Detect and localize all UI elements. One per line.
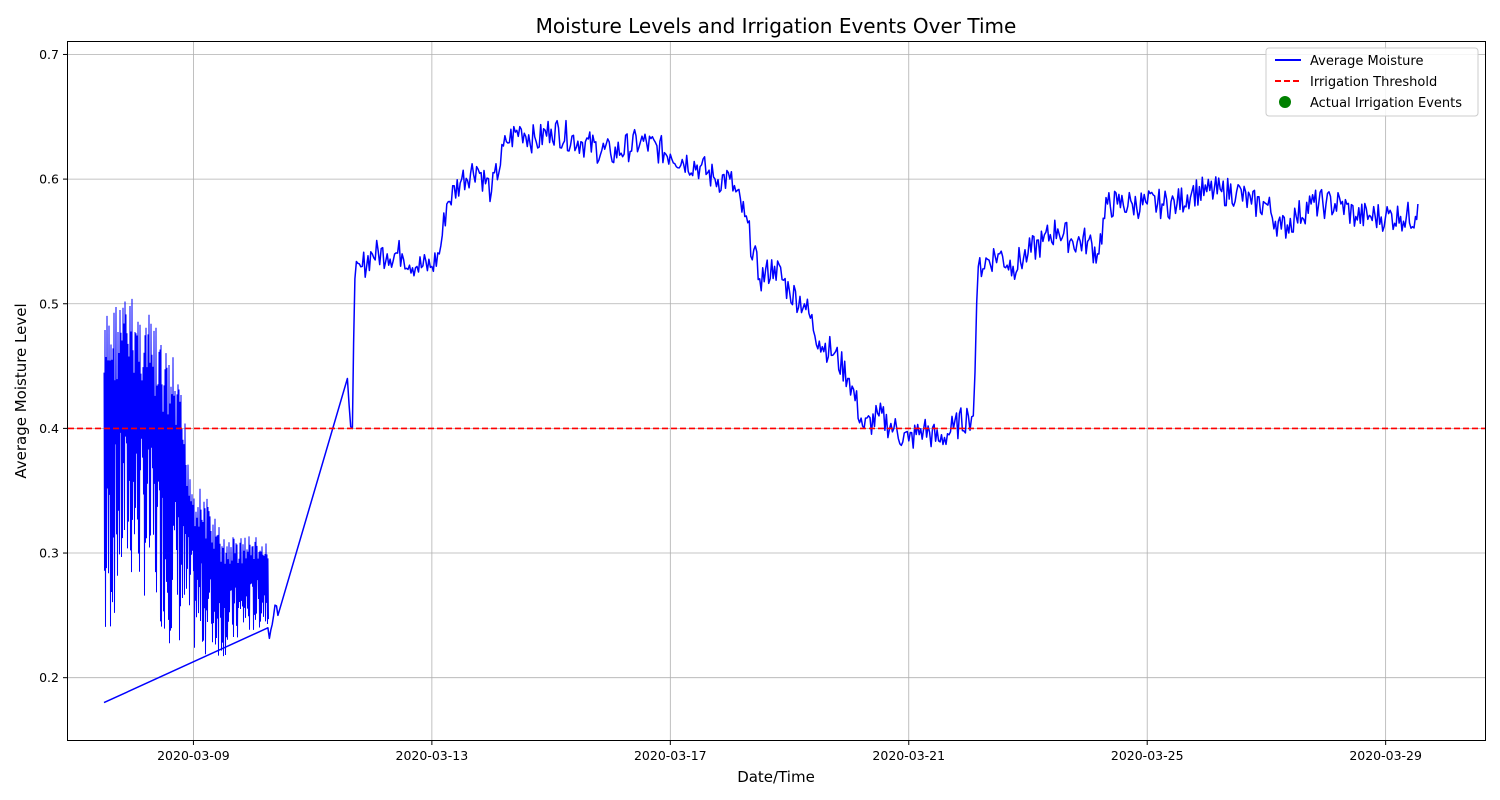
y-tick-label: 0.7 [39,47,59,62]
legend-swatch-events [1279,96,1291,108]
y-tick-label: 0.4 [39,421,59,436]
plot-series [68,119,1485,704]
moisture-oscillation-band [103,298,269,657]
x-tick-label: 2020-03-29 [1349,748,1422,763]
y-tick-label: 0.3 [39,546,59,561]
legend-label-threshold: Irrigation Threshold [1310,75,1437,90]
legend-label-events: Actual Irrigation Events [1310,96,1462,111]
grid-lines [68,42,1485,740]
x-tick-label: 2020-03-13 [396,748,469,763]
x-tick-label: 2020-03-17 [634,748,707,763]
x-tick-label: 2020-03-09 [157,748,230,763]
legend: Average Moisture Irrigation Threshold Ac… [1265,47,1479,117]
legend-label-moisture: Average Moisture [1310,54,1423,69]
x-tick-label: 2020-03-25 [1111,748,1184,763]
chart-title: Moisture Levels and Irrigation Events Ov… [536,14,1017,38]
axis-ticks: 2020-03-09 2020-03-13 2020-03-17 2020-03-21… [39,47,1422,763]
moisture-series-line [103,119,1419,704]
plot-frame [67,41,1486,741]
y-tick-label: 0.6 [39,172,59,187]
y-tick-label: 0.2 [39,670,59,685]
y-axis-label: Average Moisture Level [12,303,30,478]
y-tick-label: 0.5 [39,296,59,311]
x-tick-label: 2020-03-21 [872,748,945,763]
x-axis-label: Date/Time [737,768,815,786]
legend-box [1265,47,1479,117]
